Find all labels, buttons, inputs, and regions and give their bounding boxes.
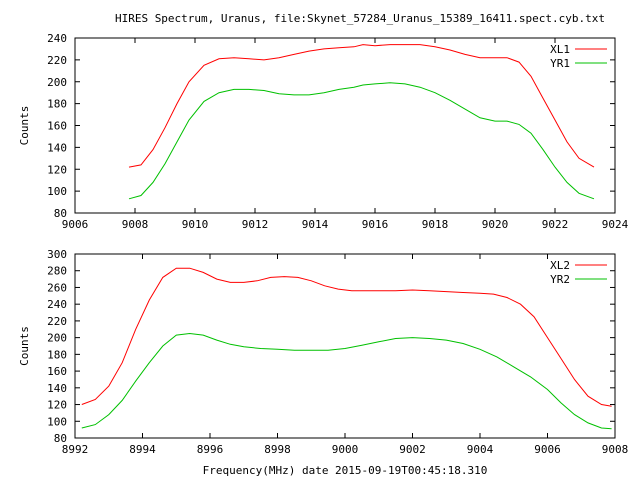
- y-tick-label: 260: [47, 281, 67, 294]
- x-axis-label: Frequency(MHz) date 2015-09-19T00:45:18.…: [203, 464, 488, 477]
- plot-frame: [74, 253, 616, 439]
- y-tick-label: 80: [54, 207, 67, 220]
- y-tick-label: 240: [47, 298, 67, 311]
- x-tick-label: 9024: [602, 218, 629, 231]
- series-line-xl2: [81, 267, 612, 407]
- x-tick-label: 9002: [399, 443, 426, 456]
- series-line-yr2: [81, 332, 612, 430]
- upper-spectrum-plot: 9006 9008 9010 9012 9014 9016 9018 9020 9022 9024…: [18, 32, 629, 231]
- y-tick-label: 140: [47, 141, 67, 154]
- x-tick-label: 8994: [129, 443, 156, 456]
- x-tick-label: 9000: [332, 443, 359, 456]
- y-tick-label: 200: [47, 332, 67, 345]
- y-tick-label: 180: [47, 98, 67, 111]
- y-tick-label: 220: [47, 54, 67, 67]
- y-tick-label: 280: [47, 265, 67, 278]
- x-tick-label: 9022: [542, 218, 569, 231]
- y-tick-label: 120: [47, 399, 67, 412]
- x-tick-label: 9004: [467, 443, 494, 456]
- y-tick-label: 100: [47, 415, 67, 428]
- x-tick-label: 9008: [122, 218, 149, 231]
- x-tick-label: 9008: [602, 443, 629, 456]
- x-tick-label: 8992: [62, 443, 89, 456]
- x-tick-label: 8996: [197, 443, 224, 456]
- y-tick-label: 140: [47, 382, 67, 395]
- x-tick-label: 9016: [362, 218, 389, 231]
- y-tick-label: 100: [47, 185, 67, 198]
- y-tick-label: 200: [47, 76, 67, 89]
- legend-label: XL2: [550, 259, 570, 272]
- x-tick-label: 9014: [302, 218, 329, 231]
- y-tick-label: 120: [47, 163, 67, 176]
- y-tick-label: 300: [47, 248, 67, 261]
- x-tick-label: 8998: [264, 443, 291, 456]
- legend-label: XL1: [550, 43, 570, 56]
- x-tick-label: 9010: [182, 218, 209, 231]
- y-tick-label: 80: [54, 432, 67, 445]
- y-axis-label: Counts: [18, 326, 31, 366]
- x-tick-label: 9006: [534, 443, 561, 456]
- x-tick-label: 9018: [422, 218, 449, 231]
- legend-label: YR2: [550, 273, 570, 286]
- figure-title: HIRES Spectrum, Uranus, file:Skynet_5728…: [115, 12, 605, 25]
- x-tick-label: 9006: [62, 218, 89, 231]
- y-tick-label: 180: [47, 348, 67, 361]
- plot-frame: [74, 37, 616, 214]
- x-tick-label: 9020: [482, 218, 509, 231]
- x-tick-label: 9012: [242, 218, 269, 231]
- series-line-xl1: [128, 44, 595, 168]
- series-line-yr1: [128, 82, 595, 200]
- y-tick-label: 240: [47, 32, 67, 45]
- legend-label: YR1: [550, 57, 570, 70]
- y-axis-label: Counts: [18, 106, 31, 146]
- y-tick-label: 160: [47, 365, 67, 378]
- y-tick-label: 160: [47, 120, 67, 133]
- lower-spectrum-plot: 8992 8994 8996 8998 9000 9002 9004 9006 9008 80 10…: [18, 248, 628, 477]
- y-tick-label: 220: [47, 315, 67, 328]
